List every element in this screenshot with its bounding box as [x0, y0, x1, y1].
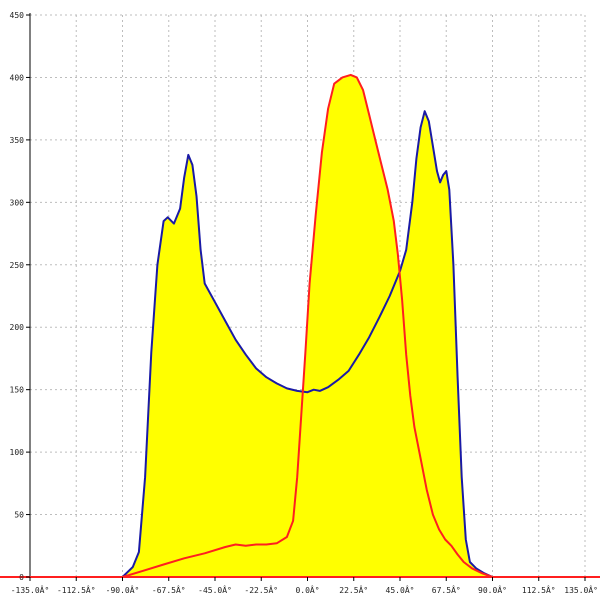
y-tick-label: 350 — [10, 136, 25, 145]
y-tick-label: 400 — [10, 73, 25, 82]
y-tick-label: 450 — [10, 11, 25, 20]
y-tick-label: 200 — [10, 323, 25, 332]
tick-labels: 0 50 100 150 200 250 300 350 400 450 -135.0Â° -112.… — [10, 11, 598, 595]
x-tick-label: 45.0Â° — [386, 584, 415, 595]
series-lines — [121, 73, 494, 578]
x-tick-label: 0.0Â° — [295, 584, 319, 595]
x-tick-label: 22.5Â° — [339, 584, 368, 595]
x-tick-label: -90.0Â° — [106, 584, 140, 595]
series-1-line — [121, 110, 494, 578]
x-tick-label: -135.0Â° — [11, 584, 50, 595]
x-tick-label: 135.0Â° — [564, 584, 598, 595]
y-tick-label: 150 — [10, 386, 25, 395]
y-tick-label: 250 — [10, 261, 25, 270]
x-tick-label: -67.5Â° — [152, 584, 186, 595]
y-tick-label: 300 — [10, 198, 25, 207]
y-tick-label: 50 — [14, 511, 24, 520]
x-tick-label: -112.5Â° — [57, 584, 96, 595]
x-tick-label: 90.0Â° — [478, 584, 507, 595]
y-tick-label: 100 — [10, 448, 25, 457]
x-tick-label: -22.5Â° — [244, 584, 278, 595]
axes — [0, 13, 600, 581]
x-tick-label: 112.5Â° — [522, 584, 556, 595]
series-2-line — [121, 73, 494, 578]
y-tick-label: 0 — [19, 573, 24, 582]
x-tick-label: -45.0Â° — [198, 584, 232, 595]
x-tick-label: 67.5Â° — [432, 584, 461, 595]
